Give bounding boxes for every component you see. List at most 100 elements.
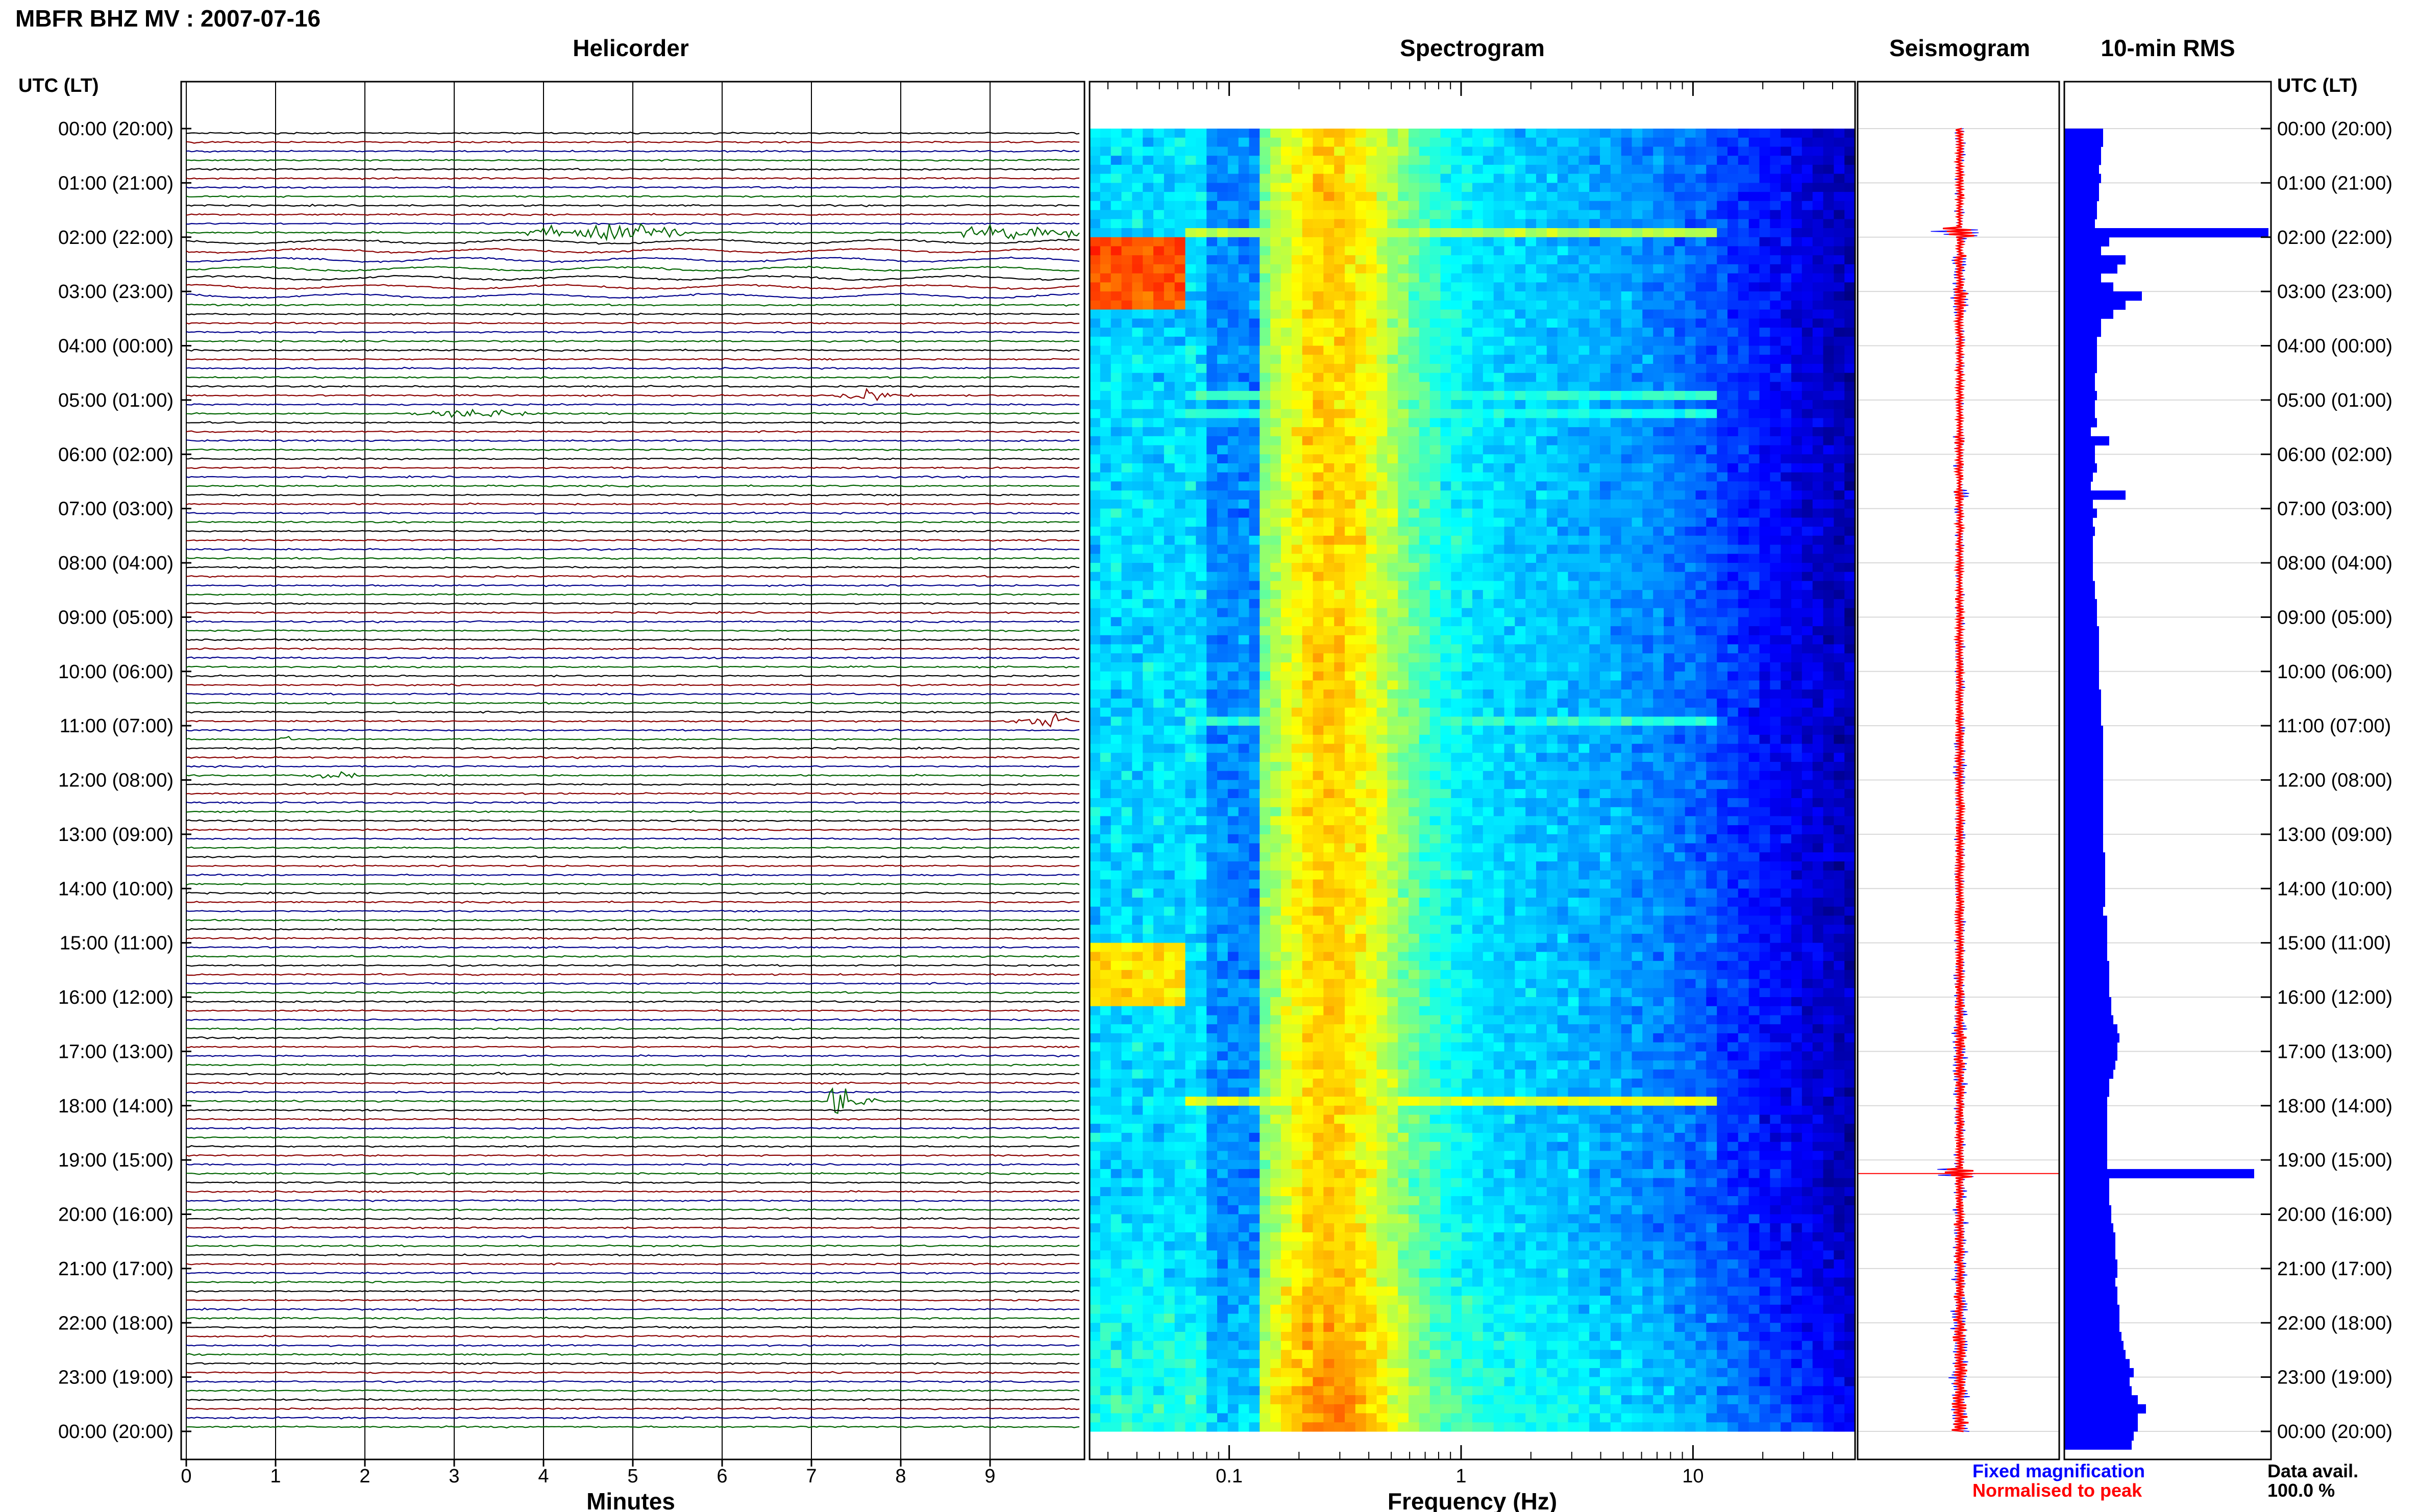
spectrogram-cell [1451,210,1462,219]
spectrogram-cell [1748,508,1760,518]
spectrogram-cell [1642,644,1653,654]
spectrogram-cell [1823,590,1834,600]
spectrogram-cell [1174,183,1186,192]
spectrogram-cell [1653,336,1664,346]
spectrogram-cell [1409,653,1420,663]
spectrogram-cell [1270,164,1281,175]
spectrogram-cell [1153,282,1165,292]
spectrogram-cell [1249,626,1260,636]
spectrogram-cell [1260,590,1271,600]
spectrogram-cell [1695,427,1707,437]
spectrogram-cell [1090,427,1101,437]
spectrogram-cell [1770,436,1781,446]
spectrogram-cell [1281,499,1292,509]
spectrogram-cell [1100,210,1112,219]
spectrogram-cell [1706,472,1717,482]
spectrogram-cell [1174,599,1186,609]
helicorder-x-tick-label: 5 [627,1466,638,1487]
spectrogram-cell [1355,237,1367,247]
spectrogram-cell [1748,255,1760,265]
spectrogram-cell [1557,716,1569,726]
spectrogram-cell [1801,328,1813,337]
spectrogram-cell [1419,192,1430,202]
spectrogram-cell [1472,409,1484,418]
spectrogram-cell [1462,228,1473,238]
spectrogram-cell [1801,445,1813,455]
spectrogram-cell [1812,508,1824,518]
spectrogram-cell [1844,219,1856,229]
spectrogram-cell [1781,156,1792,165]
spectrogram-cell [1260,445,1271,455]
spectrogram-cell [1313,653,1324,663]
spectrogram-cell [1674,264,1686,274]
spectrogram-cell [1685,309,1696,319]
spectrogram-cell [1748,653,1760,663]
spectrogram-cell [1483,237,1494,247]
spectrogram-cell [1451,445,1462,455]
spectrogram-cell [1132,219,1143,229]
spectrogram-cell [1270,517,1281,527]
spectrogram-cell [1345,662,1356,672]
helicorder-trace [186,1181,1080,1184]
spectrogram-cell [1515,707,1526,717]
helicorder-trace [186,1045,1080,1049]
spectrogram-cell [1621,554,1633,563]
spectrogram-cell [1206,535,1218,546]
spectrogram-cell [1462,508,1473,518]
spectrogram-cell [1376,373,1388,382]
spectrogram-cell [1143,146,1154,156]
spectrogram-cell [1153,590,1165,600]
spectrogram-cell [1664,436,1675,446]
spectrogram-cell [1621,626,1633,636]
spectrogram-cell [1706,644,1717,654]
spectrogram-cell [1355,707,1367,717]
spectrogram-cell [1440,653,1451,663]
spectrogram-cell [1206,237,1218,247]
spectrogram-cell [1302,355,1314,364]
spectrogram-cell [1196,680,1207,690]
spectrogram-cell [1717,255,1728,265]
spectrogram-cell [1185,237,1196,247]
spectrogram-cell [1727,563,1739,573]
spectrogram-cell [1674,653,1686,663]
spectrogram-cell [1759,481,1770,491]
spectrogram-cell [1376,499,1388,509]
spectrogram-cell [1291,219,1303,229]
spectrogram-cell [1100,129,1112,138]
spectrogram-cell [1409,219,1420,229]
spectrogram-cell [1578,463,1590,473]
spectrogram-cell [1270,273,1281,283]
spectrogram-cell [1727,237,1739,247]
spectrogram-cell [1610,318,1622,328]
spectrogram-cell [1398,581,1409,590]
spectrogram-cell [1249,309,1260,319]
spectrogram-cell [1345,373,1356,382]
spectrogram-cell [1217,644,1228,654]
spectrogram-cell [1227,653,1239,663]
spectrogram-cell [1759,309,1770,319]
spectrogram-cell [1727,228,1739,238]
helicorder-trace [186,665,1080,669]
spectrogram-cell [1281,364,1292,374]
spectrogram-cell [1706,146,1717,156]
spectrogram-cell [1546,608,1558,617]
spectrogram-cell [1706,436,1717,446]
spectrogram-cell [1823,662,1834,672]
spectrogram-cell [1270,156,1281,165]
spectrogram-cell [1174,129,1186,138]
spectrogram-cell [1409,382,1420,391]
spectrogram-cell [1844,400,1856,410]
spectrogram-cell [1281,490,1292,500]
spectrogram-cell [1472,418,1484,428]
spectrogram-cell [1355,318,1367,328]
spectrogram-cell [1546,590,1558,600]
spectrogram-cell [1642,608,1653,617]
spectrogram-cell [1302,364,1314,374]
helicorder-trace [186,1299,1080,1302]
spectrogram-cell [1164,508,1175,518]
spectrogram-cell [1302,336,1314,346]
spectrogram-cell [1546,617,1558,627]
spectrogram-cell [1834,137,1845,147]
spectrogram-cell [1568,427,1579,437]
spectrogram-cell [1536,291,1547,301]
